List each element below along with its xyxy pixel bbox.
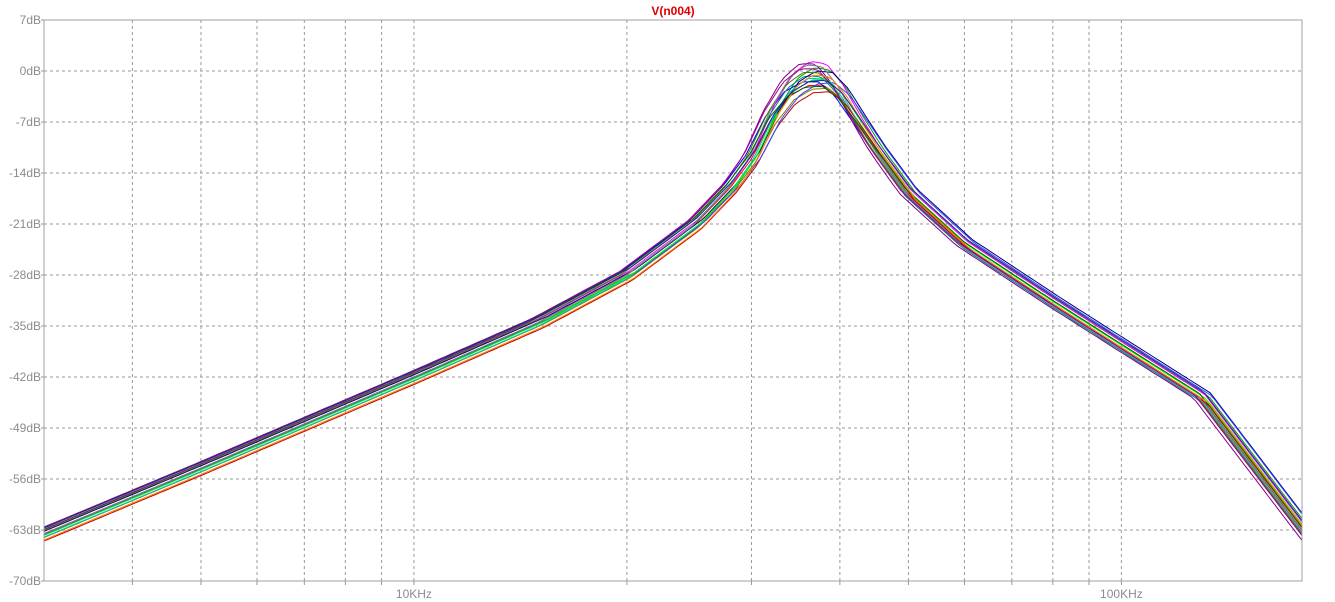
series-line-2 xyxy=(43,67,1303,535)
series-traces xyxy=(43,61,1303,542)
series-line-15 xyxy=(43,68,1303,536)
y-tick-label: -70dB xyxy=(9,574,41,588)
y-tick-label: -35dB xyxy=(9,319,41,333)
series-line-10 xyxy=(43,91,1303,542)
x-tick-label: 10KHz xyxy=(396,587,432,601)
y-tick-label: -63dB xyxy=(9,523,41,537)
series-line-5 xyxy=(43,75,1303,536)
y-tick-label: -14dB xyxy=(9,166,41,180)
series-line-18 xyxy=(43,79,1303,529)
trace-title[interactable]: V(n004) xyxy=(651,4,694,18)
series-line-3 xyxy=(43,81,1303,535)
y-tick-label: -28dB xyxy=(9,268,41,282)
y-tick-label: -42dB xyxy=(9,370,41,384)
x-tick-label: 100KHz xyxy=(1100,587,1143,601)
series-line-8 xyxy=(43,63,1303,541)
y-tick-label: -56dB xyxy=(9,472,41,486)
series-line-13 xyxy=(43,64,1303,535)
series-line-14 xyxy=(43,79,1303,536)
series-line-1 xyxy=(43,84,1303,535)
y-axis-ticks: 7dB 0dB -7dB -14dB -21dB -28dB -35dB -42dB -49dB… xyxy=(9,13,44,588)
series-line-17 xyxy=(43,74,1303,541)
y-tick-label: 7dB xyxy=(20,13,41,27)
grid-lines xyxy=(44,19,1302,585)
plot-frame xyxy=(43,19,1303,582)
series-line-4 xyxy=(43,61,1303,531)
y-tick-label: -7dB xyxy=(16,115,41,129)
y-tick-label: -21dB xyxy=(9,217,41,231)
x-axis-ticks: 10KHz 100KHz xyxy=(396,587,1143,601)
y-tick-label: -49dB xyxy=(9,421,41,435)
series-line-7 xyxy=(43,70,1303,532)
series-line-12 xyxy=(43,82,1303,536)
series-line-9 xyxy=(43,77,1303,538)
y-tick-label: 0dB xyxy=(20,64,41,78)
series-line-11 xyxy=(43,72,1303,535)
series-line-6 xyxy=(43,87,1303,539)
